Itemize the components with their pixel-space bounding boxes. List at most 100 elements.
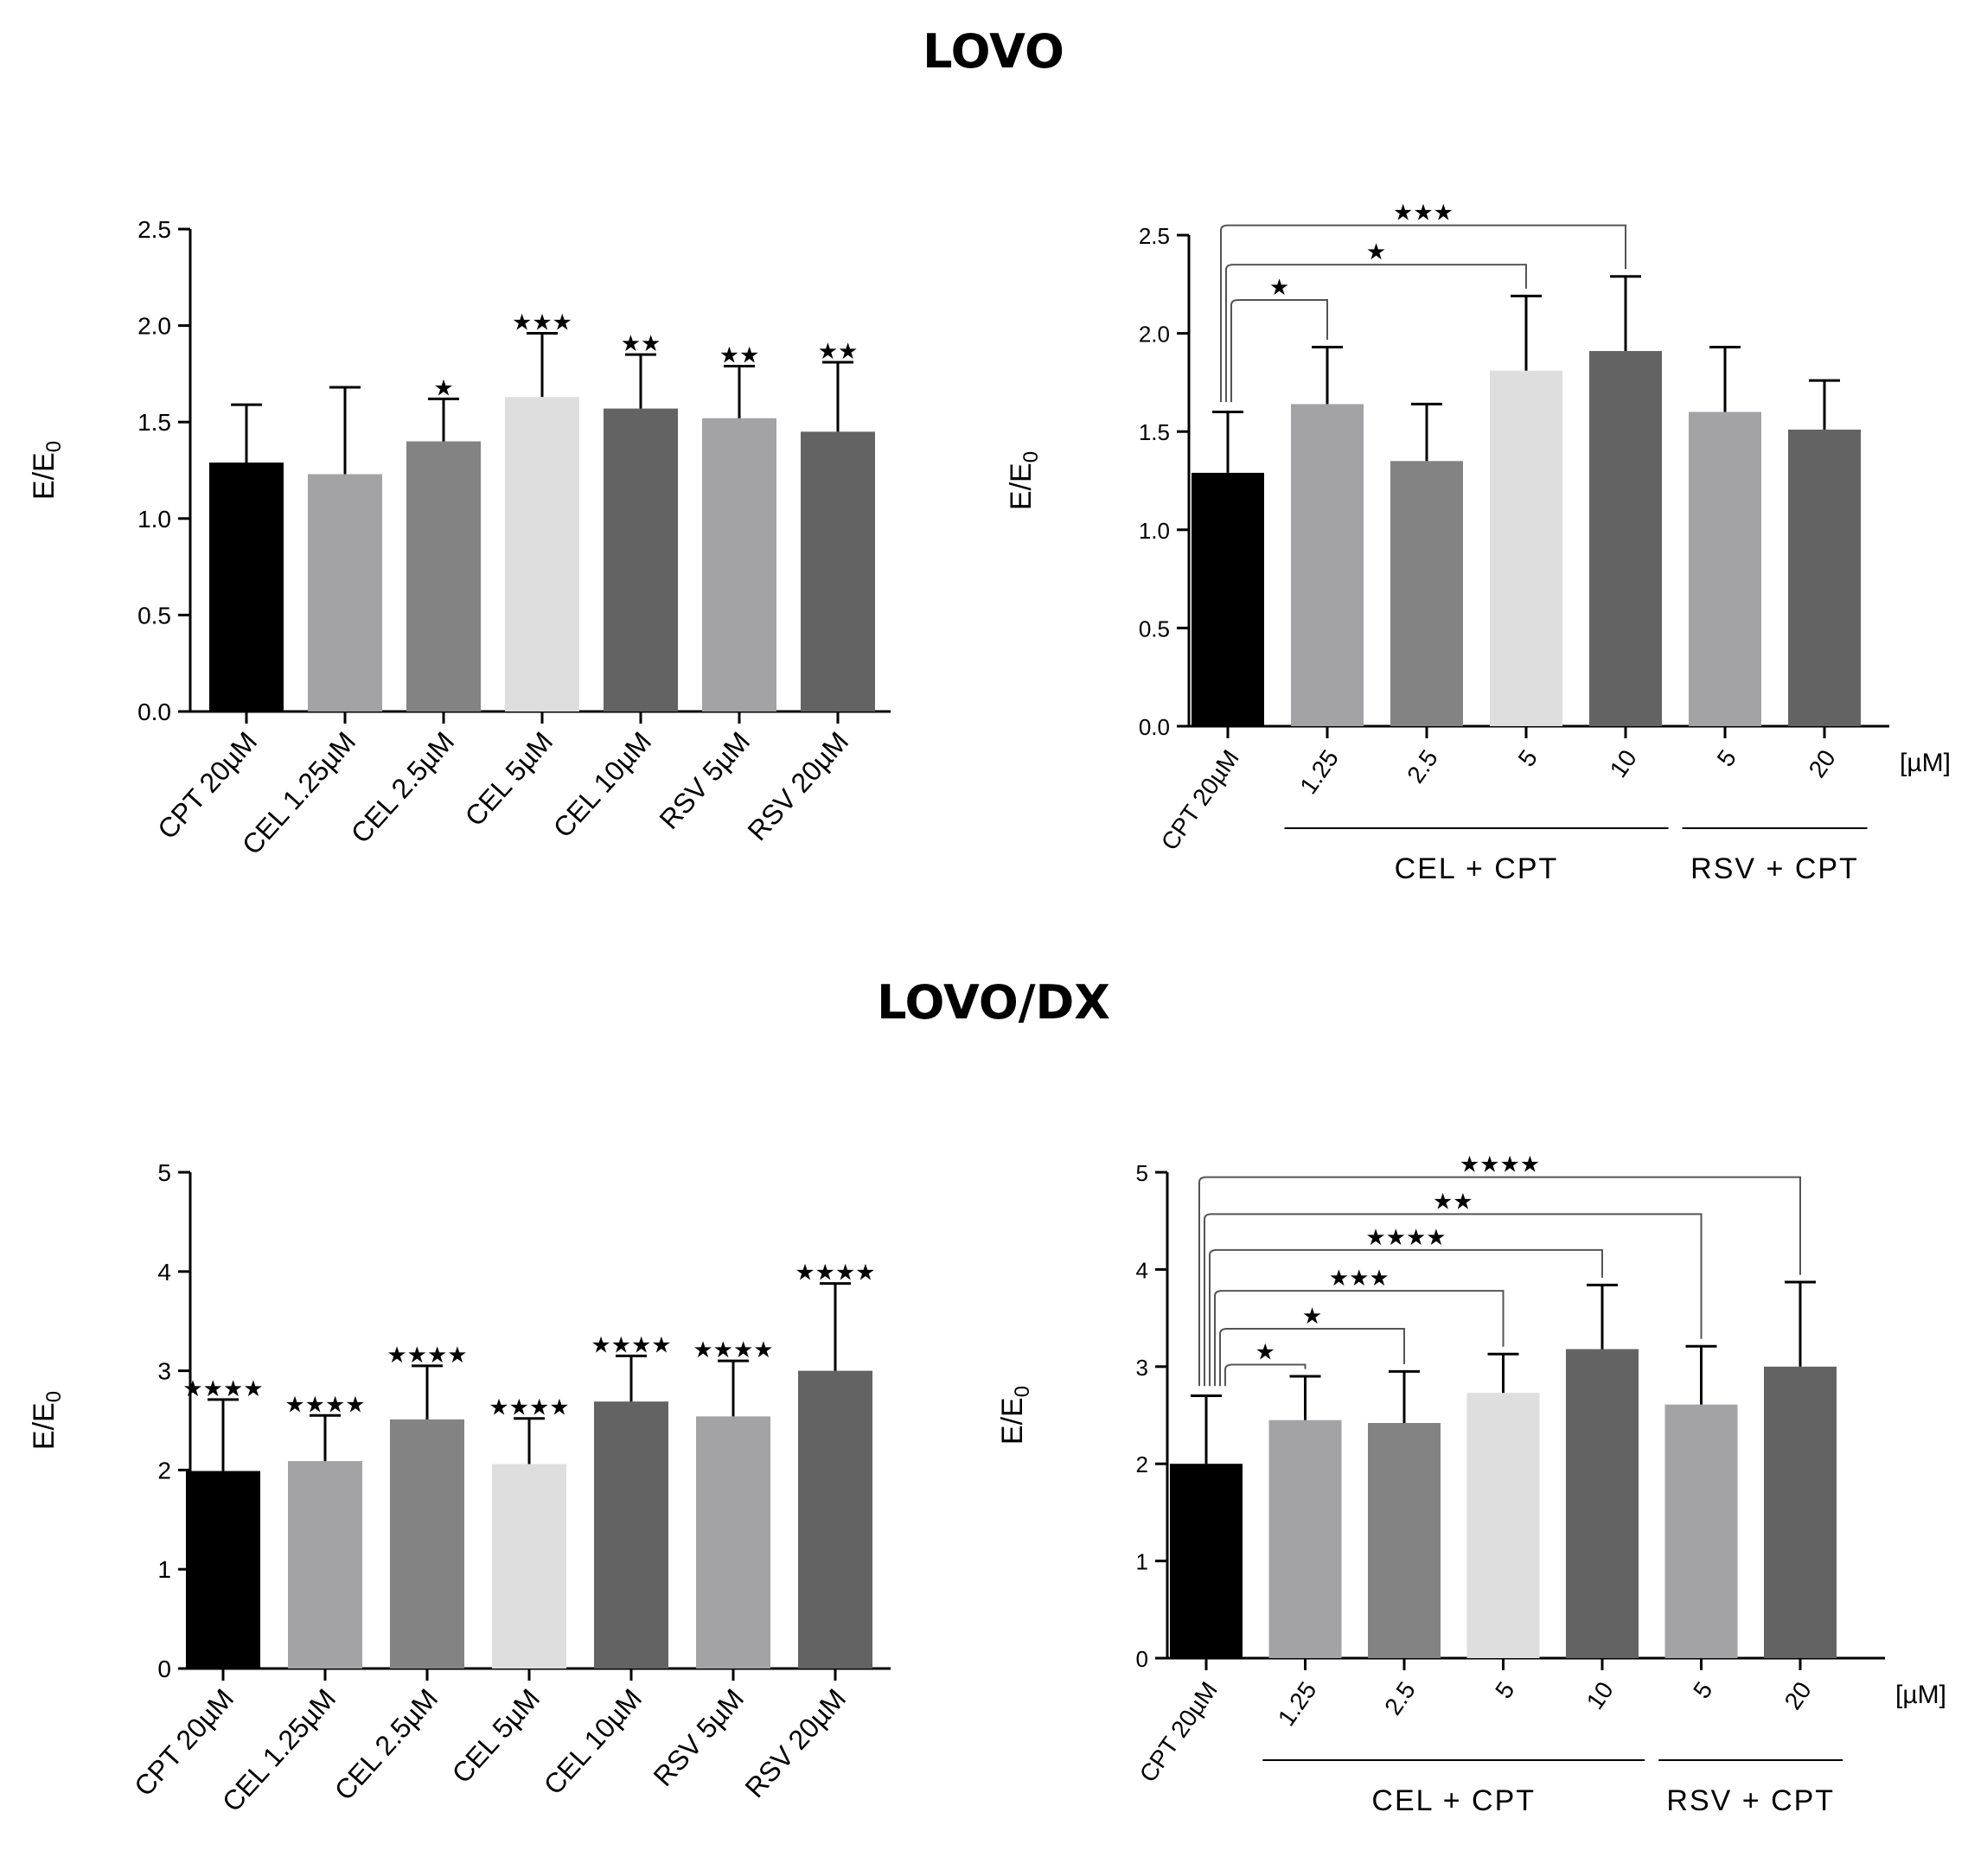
bar [1170, 1464, 1243, 1658]
y-tick-label: 2.0 [137, 313, 171, 340]
significance-bracket [1204, 1213, 1703, 1387]
bar [288, 1461, 362, 1669]
significance-bracket-label: ★★★ [1393, 200, 1454, 226]
bar [1390, 461, 1463, 726]
y-tick-label: 5 [157, 1159, 171, 1186]
group-label: CEL + CPT [1371, 1784, 1536, 1817]
significance-marker: ★★ [719, 341, 760, 367]
bar [696, 1416, 770, 1669]
x-category-label: 5 [1712, 745, 1741, 772]
bar [1664, 1404, 1738, 1658]
y-axis-label-subscript: 0 [42, 1391, 66, 1402]
bar [186, 1471, 260, 1669]
y-axis-label: E/E0 [996, 1386, 1034, 1445]
bar [308, 474, 382, 711]
significance-bracket [1214, 1290, 1505, 1387]
x-category-label: RSV 5µM [647, 1683, 750, 1792]
x-category-label: CEL 2.5µM [345, 726, 461, 850]
x-category-label: CEL 5µM [459, 726, 559, 833]
bar [1291, 404, 1364, 726]
y-tick-label: 0 [157, 1656, 171, 1682]
x-category-label: RSV 20µM [741, 726, 854, 847]
y-tick-label: 5 [1136, 1160, 1148, 1186]
significance-marker: ★★★★ [795, 1260, 875, 1286]
y-tick-label: 4 [157, 1259, 171, 1286]
y-tick-label: 1.5 [137, 409, 171, 436]
x-category-label: 1.25 [1294, 745, 1344, 799]
x-category-label: 10 [1605, 745, 1642, 782]
y-tick-label: 3 [157, 1358, 171, 1385]
x-category-label: CEL 10µM [547, 726, 658, 844]
significance-bracket-label: ★ [1366, 239, 1386, 265]
y-tick-label: 2 [1136, 1452, 1148, 1477]
y-tick-label: 0 [1136, 1646, 1148, 1672]
bar [209, 463, 284, 711]
y-tick-label: 0.5 [137, 602, 171, 629]
significance-bracket [1220, 224, 1626, 403]
significance-bracket [1219, 1327, 1405, 1387]
y-tick-label: 0.0 [137, 699, 171, 725]
group-label: CEL + CPT [1395, 852, 1559, 885]
significance-bracket-label: ★★★★ [1365, 1224, 1446, 1250]
y-tick-label: 1.5 [1139, 419, 1170, 445]
significance-bracket [1198, 1176, 1801, 1387]
bar [1192, 472, 1264, 726]
x-category-label: CEL 5µM [446, 1683, 546, 1790]
bar [406, 441, 481, 711]
bar [390, 1419, 464, 1669]
y-tick-label: 0.5 [1139, 616, 1170, 641]
y-tick-label: 2.5 [1139, 223, 1170, 249]
x-category-label: 2.5 [1402, 745, 1443, 788]
bar [1268, 1420, 1342, 1658]
y-tick-label: 1 [1136, 1549, 1148, 1575]
x-category-label: 1.25 [1273, 1677, 1322, 1731]
significance-marker: ★★★★ [591, 1331, 671, 1357]
significance-marker: ★★ [818, 338, 859, 364]
x-category-label: 20 [1804, 745, 1841, 782]
bar [1368, 1422, 1441, 1658]
y-tick-label: 1.0 [1139, 518, 1170, 544]
x-category-label: 5 [1513, 745, 1543, 772]
y-tick-label: 2 [157, 1457, 171, 1484]
bar [1490, 370, 1562, 726]
y-tick-label: 1 [157, 1556, 171, 1583]
significance-bracket-label: ★ [1269, 274, 1289, 300]
x-category-label: CEL 10µM [538, 1683, 648, 1801]
bar [1689, 412, 1761, 726]
y-tick-label: 4 [1136, 1257, 1148, 1283]
y-axis-label-subscript: 0 [42, 441, 66, 452]
y-tick-label: 1.0 [137, 506, 171, 533]
y-axis-label: E/E0 [28, 441, 66, 500]
x-category-label: 2.5 [1379, 1677, 1421, 1720]
y-tick-label: 3 [1136, 1355, 1148, 1381]
significance-marker: ★★★★ [182, 1375, 263, 1401]
y-axis-label-subscript: 0 [1011, 1386, 1034, 1397]
y-axis-label: E/E0 [28, 1391, 66, 1450]
x-category-label: CPT 20µM [1134, 1677, 1223, 1787]
group-label: RSV + CPT [1690, 852, 1859, 885]
significance-bracket-label: ★ [1255, 1339, 1275, 1365]
bar [604, 408, 678, 711]
x-category-label: RSV 5µM [653, 726, 756, 835]
y-tick-label: 0.0 [1139, 714, 1170, 740]
significance-bracket-label: ★ [1302, 1303, 1322, 1329]
x-category-label: 20 [1779, 1677, 1817, 1714]
y-axis-label: E/E0 [1005, 451, 1043, 510]
x-category-label: CEL 2.5µM [329, 1683, 444, 1807]
bar [1764, 1366, 1837, 1658]
x-category-label: 5 [1490, 1677, 1519, 1704]
significance-bracket [1230, 298, 1328, 403]
significance-bracket [1224, 1363, 1307, 1387]
significance-bracket-label: ★★ [1433, 1188, 1473, 1214]
significance-bracket-label: ★★★★ [1460, 1152, 1540, 1177]
significance-marker: ★★★★ [489, 1394, 569, 1420]
bar [1466, 1393, 1540, 1658]
bar [1589, 351, 1662, 726]
significance-bracket-label: ★★★ [1329, 1265, 1390, 1291]
x-category-label: 5 [1688, 1677, 1717, 1704]
x-category-label: 10 [1581, 1677, 1619, 1714]
bar [1788, 429, 1861, 726]
